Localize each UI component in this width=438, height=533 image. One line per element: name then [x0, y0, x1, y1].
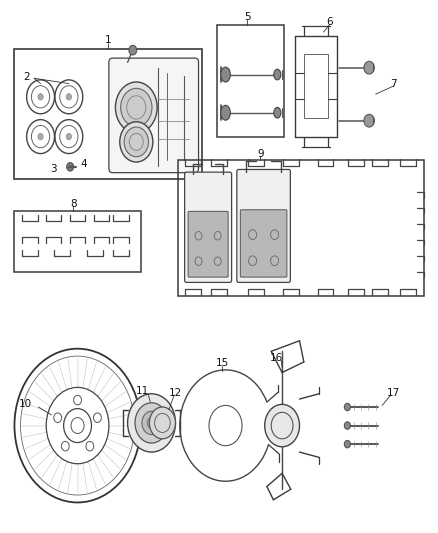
- Text: 3: 3: [50, 165, 57, 174]
- FancyBboxPatch shape: [185, 172, 232, 282]
- Text: 1: 1: [105, 35, 111, 45]
- Ellipse shape: [221, 67, 230, 82]
- Bar: [304, 54, 328, 118]
- Circle shape: [344, 403, 350, 411]
- Bar: [178, 160, 424, 296]
- Text: 15: 15: [216, 358, 229, 368]
- Text: 16: 16: [270, 353, 283, 362]
- Circle shape: [67, 163, 74, 171]
- Ellipse shape: [221, 106, 230, 120]
- Ellipse shape: [274, 108, 281, 118]
- Circle shape: [142, 411, 161, 434]
- Circle shape: [147, 418, 156, 428]
- Text: 2: 2: [23, 71, 30, 82]
- Ellipse shape: [274, 69, 281, 80]
- Circle shape: [66, 94, 71, 100]
- Text: 10: 10: [19, 399, 32, 409]
- Circle shape: [124, 127, 148, 157]
- Bar: [14, 49, 201, 179]
- Text: 8: 8: [70, 199, 77, 209]
- FancyBboxPatch shape: [188, 212, 228, 277]
- FancyBboxPatch shape: [240, 210, 287, 277]
- FancyBboxPatch shape: [237, 169, 290, 282]
- Bar: [217, 25, 284, 136]
- Text: 4: 4: [81, 159, 88, 169]
- Circle shape: [120, 88, 152, 126]
- Circle shape: [120, 122, 153, 162]
- Circle shape: [364, 61, 374, 74]
- Circle shape: [149, 407, 176, 439]
- Text: 11: 11: [135, 386, 148, 396]
- Circle shape: [344, 440, 350, 448]
- FancyBboxPatch shape: [109, 58, 198, 173]
- Circle shape: [127, 394, 176, 452]
- Circle shape: [344, 422, 350, 429]
- Text: 7: 7: [390, 78, 396, 88]
- Circle shape: [265, 405, 300, 447]
- Circle shape: [135, 403, 168, 443]
- Text: 17: 17: [386, 387, 400, 398]
- Circle shape: [364, 114, 374, 127]
- Text: 5: 5: [244, 12, 251, 22]
- Text: 6: 6: [327, 17, 333, 27]
- Text: 12: 12: [169, 387, 182, 398]
- Circle shape: [38, 133, 43, 140]
- Circle shape: [116, 82, 157, 133]
- Text: 9: 9: [257, 149, 264, 159]
- Bar: [14, 211, 141, 272]
- Circle shape: [38, 94, 43, 100]
- Circle shape: [66, 133, 71, 140]
- Circle shape: [129, 45, 137, 55]
